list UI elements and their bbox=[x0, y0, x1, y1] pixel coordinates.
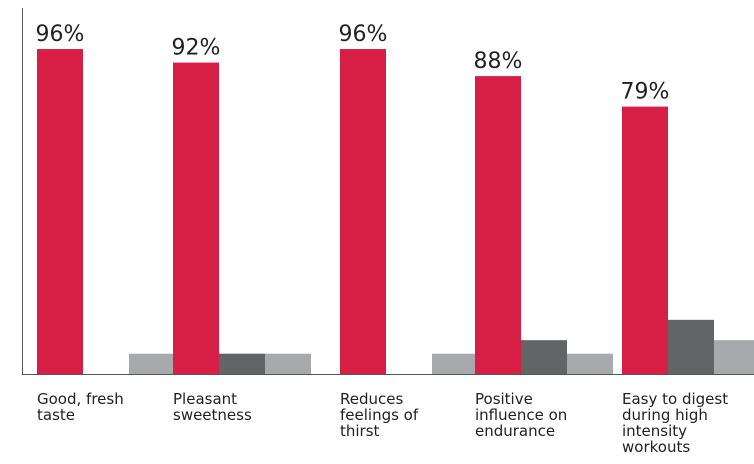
bar bbox=[432, 353, 478, 374]
data-label: 96% bbox=[36, 22, 85, 47]
bar bbox=[173, 62, 219, 375]
bar bbox=[521, 340, 567, 374]
bar bbox=[219, 353, 265, 374]
data-label: 96% bbox=[339, 22, 388, 47]
bar bbox=[622, 106, 668, 375]
x-tick-label: Pleasant sweetness bbox=[173, 390, 252, 424]
data-label: 88% bbox=[474, 49, 523, 74]
bar bbox=[714, 340, 754, 374]
x-tick-label: Easy to digest during high intensity wor… bbox=[622, 390, 729, 456]
bar bbox=[37, 49, 83, 374]
x-tick-label: Reduces feelings of thirst bbox=[340, 390, 419, 440]
bar bbox=[265, 353, 311, 374]
bar bbox=[475, 76, 521, 375]
x-tick-label: Positive influence on endurance bbox=[475, 390, 568, 440]
bar bbox=[129, 353, 175, 374]
bar bbox=[567, 353, 613, 374]
bar bbox=[340, 49, 386, 374]
bar bbox=[668, 319, 714, 374]
data-label: 79% bbox=[621, 80, 670, 105]
data-label: 92% bbox=[172, 36, 221, 61]
x-tick-label: Good, fresh taste bbox=[37, 390, 124, 424]
